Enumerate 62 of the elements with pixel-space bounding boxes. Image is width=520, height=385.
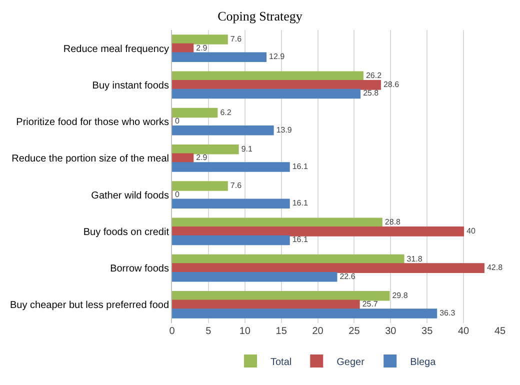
y-tick-label: Gather wild foods xyxy=(91,190,169,202)
x-tick-label: 10 xyxy=(239,326,251,337)
bar xyxy=(172,308,438,318)
chart-title: Coping Strategy xyxy=(218,8,303,24)
data-label: 0 xyxy=(174,190,180,199)
x-tick-label: 25 xyxy=(348,326,360,337)
data-label: 2.9 xyxy=(196,43,208,52)
y-tick-label: Prioritize food for those who works xyxy=(16,117,169,128)
x-tick-label: 15 xyxy=(276,326,288,337)
bar xyxy=(172,226,464,236)
bar xyxy=(172,235,290,246)
bar xyxy=(172,108,218,118)
data-label: 28.6 xyxy=(383,80,400,89)
bar xyxy=(172,198,290,208)
y-tick-label: Borrow foods xyxy=(110,264,169,275)
x-tick-label: 30 xyxy=(385,326,397,337)
bar xyxy=(172,263,484,273)
bar xyxy=(172,144,239,154)
data-label: 22.6 xyxy=(340,272,356,281)
x-tick-label: 0 xyxy=(169,326,176,337)
data-label: 16.1 xyxy=(292,235,308,244)
data-label: 31.8 xyxy=(406,254,423,264)
bar xyxy=(172,181,228,191)
x-tick-label: 40 xyxy=(458,326,470,337)
data-label: 26.2 xyxy=(366,71,382,80)
y-tick-label: Buy cheaper but less preferred food xyxy=(10,300,169,312)
data-label: 25.7 xyxy=(362,300,378,309)
x-tick-label: 45 xyxy=(494,326,506,337)
x-tick-label: 35 xyxy=(422,326,434,337)
data-label: 6.2 xyxy=(220,108,232,117)
bar xyxy=(172,125,274,136)
y-tick-label: Reduce the portion size of the meal xyxy=(12,154,169,165)
data-label: 12.9 xyxy=(269,52,286,62)
bar xyxy=(172,80,381,90)
bar xyxy=(172,272,338,282)
data-label: 9.1 xyxy=(241,144,253,154)
data-label: 36.3 xyxy=(440,308,456,318)
x-tick-label: 20 xyxy=(312,326,324,337)
legend-label: Blega xyxy=(410,356,436,368)
data-label: 42.8 xyxy=(486,263,504,272)
data-label: 0 xyxy=(174,116,180,126)
data-label: 2.9 xyxy=(196,153,208,162)
data-label: 28.8 xyxy=(384,218,402,227)
bar xyxy=(172,162,290,172)
data-label: 13.9 xyxy=(276,125,292,134)
y-tick-label: Buy foods on credit xyxy=(83,226,170,238)
bar xyxy=(172,88,361,99)
bar xyxy=(172,34,228,44)
data-label: 29.8 xyxy=(392,290,408,300)
bar xyxy=(172,291,390,301)
legend-label: Total xyxy=(270,356,292,368)
data-label: 25.8 xyxy=(363,88,380,98)
data-label: 40 xyxy=(466,226,476,236)
data-label: 16.1 xyxy=(292,162,308,171)
data-label: 7.6 xyxy=(230,34,242,44)
bar xyxy=(172,52,267,62)
data-label: 7.6 xyxy=(230,181,242,190)
data-label: 16.1 xyxy=(292,198,308,208)
y-tick-label: Buy instant foods xyxy=(92,80,169,92)
y-tick-label: Reduce meal frequency xyxy=(63,44,169,55)
x-tick-label: 5 xyxy=(206,326,212,337)
legend-label: Geger xyxy=(336,356,366,368)
